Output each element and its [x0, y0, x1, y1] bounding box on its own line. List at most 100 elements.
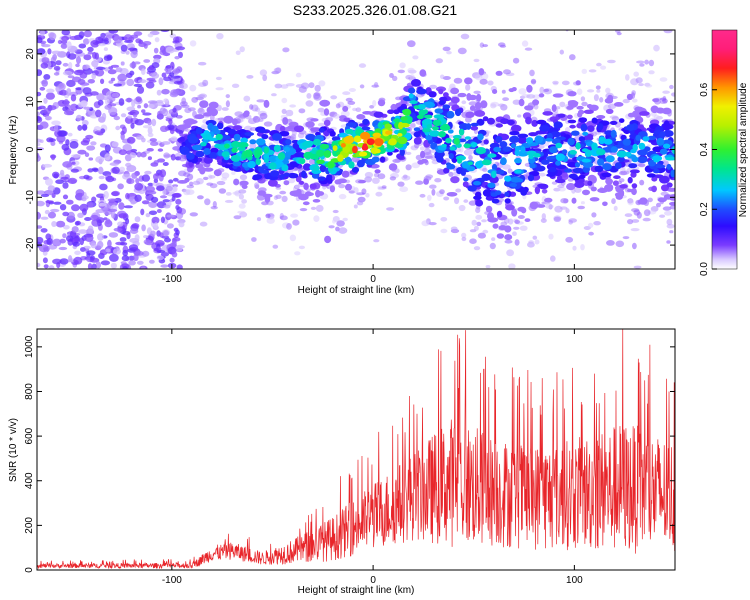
spectrogram-noise-cell	[71, 154, 81, 158]
spectrogram-noise-cell	[66, 235, 74, 242]
spectrogram-noise-cell	[153, 222, 159, 229]
spectrogram-ridge-cell	[387, 151, 393, 156]
spectrogram-ridge-cell	[244, 132, 255, 136]
spectrogram-ridge-cell	[506, 119, 515, 126]
spectrogram-ridge-cell	[596, 115, 606, 119]
spectrogram-halo-cell	[241, 199, 248, 204]
spectrogram-ridge-cell	[273, 144, 281, 153]
spectrogram-halo-cell	[568, 218, 577, 223]
spectrogram-halo-cell	[618, 178, 625, 183]
spectrogram-noise-cell	[163, 76, 172, 82]
spectrogram-ridge-cell	[409, 100, 418, 105]
spectrogram-noise-cell	[173, 227, 179, 232]
spectrogram-halo-cell	[427, 194, 432, 201]
spectrogram-noise-cell	[71, 204, 80, 212]
spectrogram-noise-cell	[37, 200, 45, 207]
spectrogram-ridge-cell	[272, 133, 282, 141]
spectrogram-halo-cell	[313, 94, 322, 101]
spectrogram-halo-cell	[517, 114, 522, 118]
spectrogram-ridge-cell	[583, 135, 594, 141]
spectrogram-halo-cell	[225, 192, 232, 196]
spectrogram-halo-cell	[539, 86, 545, 94]
spectrogram-halo-cell	[490, 103, 497, 109]
spectrogram-halo-cell	[356, 201, 364, 206]
spectrogram-noise-cell	[121, 255, 130, 262]
spectrogram-halo-cell	[372, 100, 377, 107]
spectrogram-noise-cell	[108, 80, 114, 84]
spectrogram-noise-cell	[147, 132, 154, 138]
spectrogram-ridge-cell	[555, 178, 566, 184]
spectrogram-ridge-cell	[373, 111, 384, 118]
spectrogram-halo-cell	[507, 12, 514, 16]
spectrogram-ridge-cell	[186, 119, 198, 125]
spectrogram-noise-cell	[77, 124, 83, 131]
spectrogram-noise-cell	[47, 48, 52, 55]
spectrogram-noise-cell	[59, 169, 65, 176]
spectrogram-halo-cell	[421, 220, 430, 227]
spectrogram-ridge-cell	[243, 149, 253, 158]
spectrogram-noise-cell	[117, 183, 124, 190]
spectrogram-noise-cell	[70, 168, 79, 173]
spectrogram-ridge-cell	[517, 136, 527, 144]
spectrogram-ridge-cell	[397, 136, 408, 145]
spectrogram-ridge-cell	[604, 97, 614, 104]
spectrogram-ridge-cell	[642, 136, 650, 142]
spectrogram-noise-cell	[123, 205, 133, 209]
spectrogram-halo-cell	[342, 217, 348, 222]
spectrogram-ridge-cell	[509, 182, 517, 188]
spectrogram-halo-cell	[415, 180, 424, 185]
spectrogram-noise-cell	[122, 173, 131, 180]
spectrogram-halo-cell	[317, 107, 325, 113]
spectrogram-halo-cell	[497, 103, 505, 107]
spectrogram-halo-cell	[423, 148, 432, 155]
spectrogram-ridge-cell	[454, 108, 462, 117]
spectrogram-ridge-cell	[432, 119, 442, 127]
spectrogram-ridge-cell	[629, 169, 640, 174]
spectrogram-noise-cell	[88, 157, 94, 161]
spectrogram-ridge-cell	[240, 137, 249, 144]
spectrogram-noise-cell	[90, 214, 99, 221]
spectrogram-noise-cell	[68, 61, 73, 70]
spectrogram-noise-cell	[37, 262, 41, 268]
spectrogram-halo-cell	[208, 175, 216, 179]
spectrogram-noise-cell	[62, 37, 68, 46]
spectrogram-halo-cell	[281, 195, 288, 203]
spectrogram-ridge-cell	[591, 117, 598, 124]
spectrogram-noise-cell	[131, 99, 136, 108]
spectrogram-halo-cell	[295, 72, 302, 78]
spectrogram-ridge-cell	[282, 117, 289, 125]
spectrogram-ridge-cell	[302, 140, 313, 148]
spectrogram-noise-cell	[153, 173, 159, 181]
spectrogram-ridge-cell	[587, 125, 595, 132]
spectrogram-ridge-cell	[489, 175, 499, 184]
spectrogram-noise-cell	[37, 236, 44, 244]
spectrogram-noise-cell	[61, 30, 71, 36]
spectrogram-noise-cell	[147, 156, 152, 161]
spectrogram-ridge-cell	[575, 142, 581, 150]
spectrogram-noise-cell	[44, 189, 54, 196]
spectrogram-noise-cell	[70, 104, 76, 109]
spectrogram-halo-cell	[639, 179, 645, 186]
spectrogram-noise-cell	[92, 51, 97, 59]
spectrogram-ridge-cell	[652, 98, 660, 103]
spectrogram-ridge-cell	[254, 149, 263, 156]
spectrogram-ridge-cell	[438, 88, 444, 95]
spectrogram-halo-cell	[512, 57, 520, 64]
spectrogram-noise-cell	[90, 141, 97, 146]
spectrogram-noise-cell	[98, 202, 106, 207]
spectrogram-ridge-cell	[607, 184, 614, 191]
spectrogram-halo-cell	[288, 177, 296, 184]
spectrogram-noise-cell	[153, 247, 159, 252]
spectrogram-ridge-cell	[520, 146, 526, 154]
spectrogram-ridge-cell	[672, 146, 675, 155]
spectrogram-halo-cell	[642, 217, 651, 222]
spectrogram-ridge-cell	[535, 165, 546, 172]
spectrogram-noise-cell	[126, 136, 136, 144]
spectrogram-ridge-cell	[666, 182, 673, 188]
spectrogram-halo-cell	[631, 219, 640, 223]
spectrogram-ridge-cell	[239, 180, 249, 186]
spectrogram-noise-cell	[104, 153, 111, 161]
spectrogram-halo-cell	[333, 113, 341, 119]
spectrogram-halo-cell	[254, 182, 260, 189]
spectrogram-noise-cell	[39, 121, 49, 129]
